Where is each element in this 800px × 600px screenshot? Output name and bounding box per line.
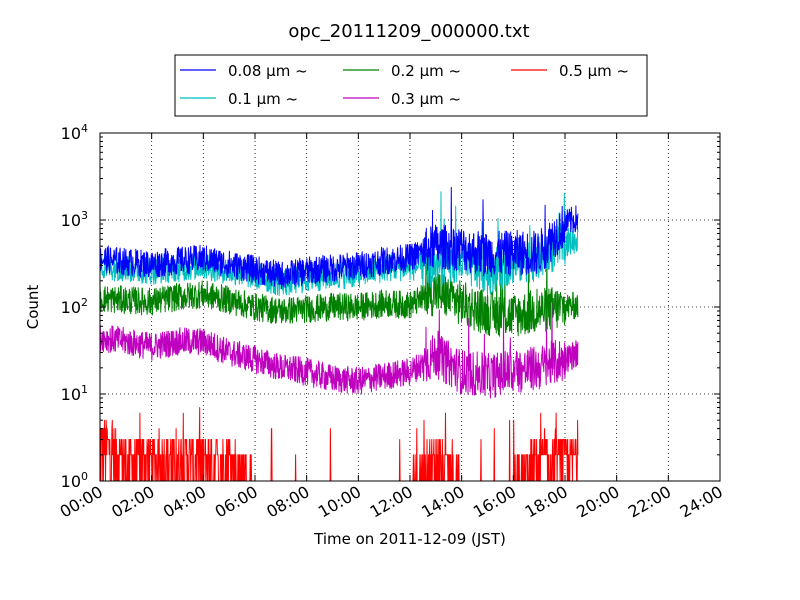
legend-label: 0.2 μm ~ xyxy=(391,62,461,80)
y-tick-label: 101 xyxy=(61,383,88,404)
legend-label: 0.3 μm ~ xyxy=(391,90,461,108)
legend-label: 0.08 μm ~ xyxy=(228,62,308,80)
legend-label: 0.5 μm ~ xyxy=(559,62,629,80)
y-tick-labels: 100 101 102 103 104 xyxy=(61,122,88,491)
series-line xyxy=(99,186,579,290)
grid-lines xyxy=(100,133,720,481)
y-tick-label: 102 xyxy=(61,296,88,317)
series-line xyxy=(99,243,579,337)
legend-label: 0.1 μm ~ xyxy=(228,90,298,108)
y-axis-label: Count xyxy=(24,285,42,330)
y-tick-label: 100 xyxy=(61,470,88,491)
y-tick-label: 103 xyxy=(61,209,88,230)
x-axis-label: Time on 2011-12-09 (JST) xyxy=(313,530,506,548)
y-tick-label: 104 xyxy=(61,122,88,143)
ticks xyxy=(99,132,721,482)
legend-box xyxy=(174,54,648,117)
series-line xyxy=(99,291,579,399)
chart-title: opc_20111209_000000.txt xyxy=(288,21,529,42)
legend: 0.08 μm ~ 0.1 μm ~ 0.2 μm ~ 0.3 μm ~ 0.5 μm … xyxy=(174,54,648,117)
